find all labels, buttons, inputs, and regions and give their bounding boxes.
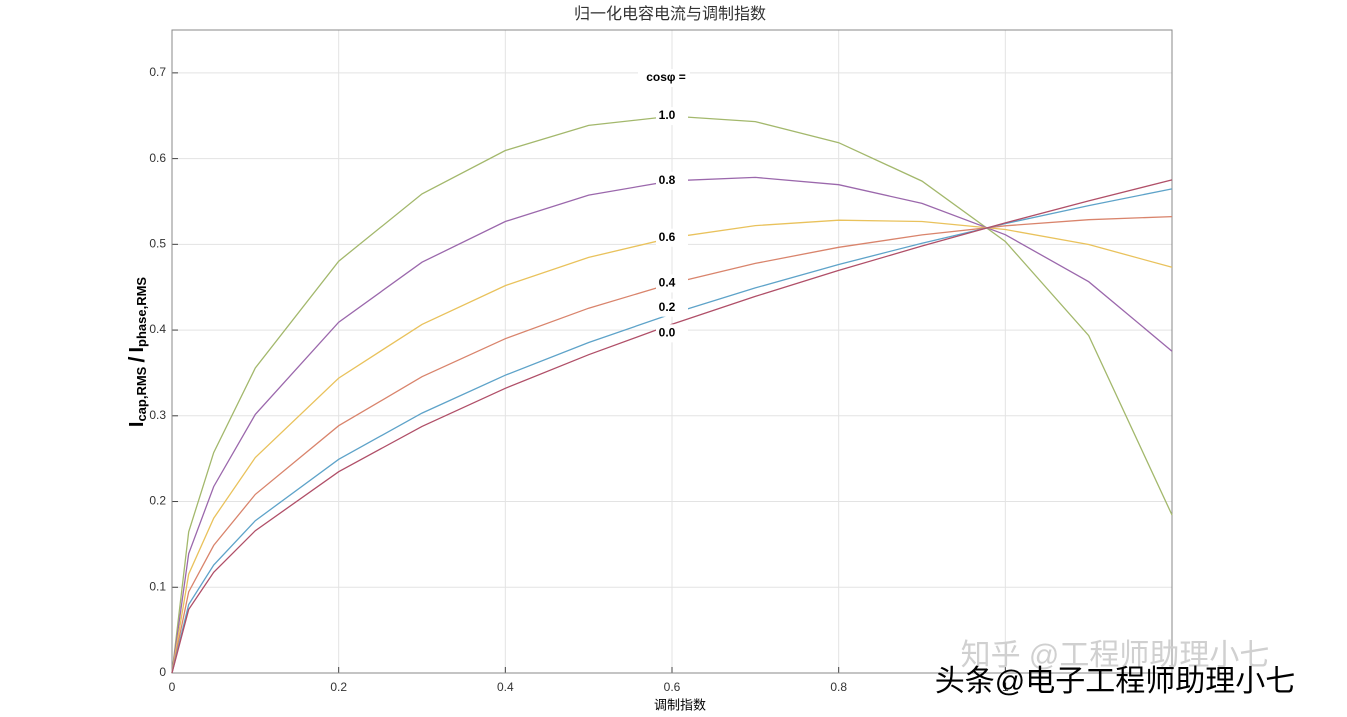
x-tick-label: 0.4 bbox=[497, 680, 514, 694]
series-line bbox=[171, 215, 1173, 674]
watermark: 头条@电子工程师助理小七 bbox=[935, 665, 1295, 698]
y-tick-label: 0.3 bbox=[149, 408, 166, 422]
y-axis-label-text: Icap,RMS / Iphase,RMS bbox=[124, 277, 150, 428]
y-label-slash: / bbox=[124, 357, 149, 363]
y-axis-label: Icap,RMS / Iphase,RMS bbox=[124, 277, 150, 428]
series-line bbox=[171, 115, 1173, 674]
series-line bbox=[171, 176, 1173, 674]
y-tick-label: 0.7 bbox=[149, 65, 166, 79]
label-background bbox=[656, 298, 688, 317]
label-background bbox=[656, 324, 688, 343]
plot-frame bbox=[171, 29, 1173, 674]
y-tick-label: 0 bbox=[159, 665, 166, 679]
label-background bbox=[656, 171, 688, 190]
series-label: 1.0 bbox=[659, 108, 676, 122]
watermark: 知乎 @工程师助理小七 bbox=[961, 639, 1270, 672]
series-label: 0.2 bbox=[659, 300, 676, 314]
x-tick-label: 0.8 bbox=[830, 680, 847, 694]
series-line bbox=[171, 179, 1173, 674]
label-background bbox=[656, 274, 688, 293]
y-tick-label: 0.1 bbox=[149, 579, 166, 593]
label-background bbox=[656, 107, 688, 126]
y-tick-label: 0.4 bbox=[149, 322, 166, 336]
x-tick-label: 0.6 bbox=[664, 680, 681, 694]
x-axis-label: 调制指数 bbox=[654, 697, 706, 712]
x-tick-label: 0 bbox=[169, 680, 176, 694]
series-line bbox=[171, 219, 1173, 674]
y-label-sub: phase,RMS bbox=[134, 277, 149, 347]
y-label-symbol: I bbox=[126, 422, 148, 428]
y-label-symbol: I bbox=[126, 347, 148, 353]
label-background bbox=[656, 228, 688, 247]
y-tick-label: 0.2 bbox=[149, 494, 166, 508]
series-label: 0.8 bbox=[659, 173, 676, 187]
y-tick-label: 0.5 bbox=[149, 237, 166, 251]
x-tick-label: 1 bbox=[1002, 680, 1009, 694]
y-tick-label: 0.6 bbox=[149, 151, 166, 165]
series-label: 0.4 bbox=[659, 276, 676, 290]
y-label-sub: cap,RMS bbox=[134, 366, 149, 421]
annotation: cosφ = bbox=[646, 70, 686, 84]
series-label: 0.6 bbox=[659, 230, 676, 244]
label-background bbox=[638, 69, 690, 87]
chart-title: 归一化电容电流与调制指数 bbox=[574, 5, 766, 23]
x-tick-label: 0.2 bbox=[330, 680, 347, 694]
series-label: 0.0 bbox=[659, 325, 676, 339]
